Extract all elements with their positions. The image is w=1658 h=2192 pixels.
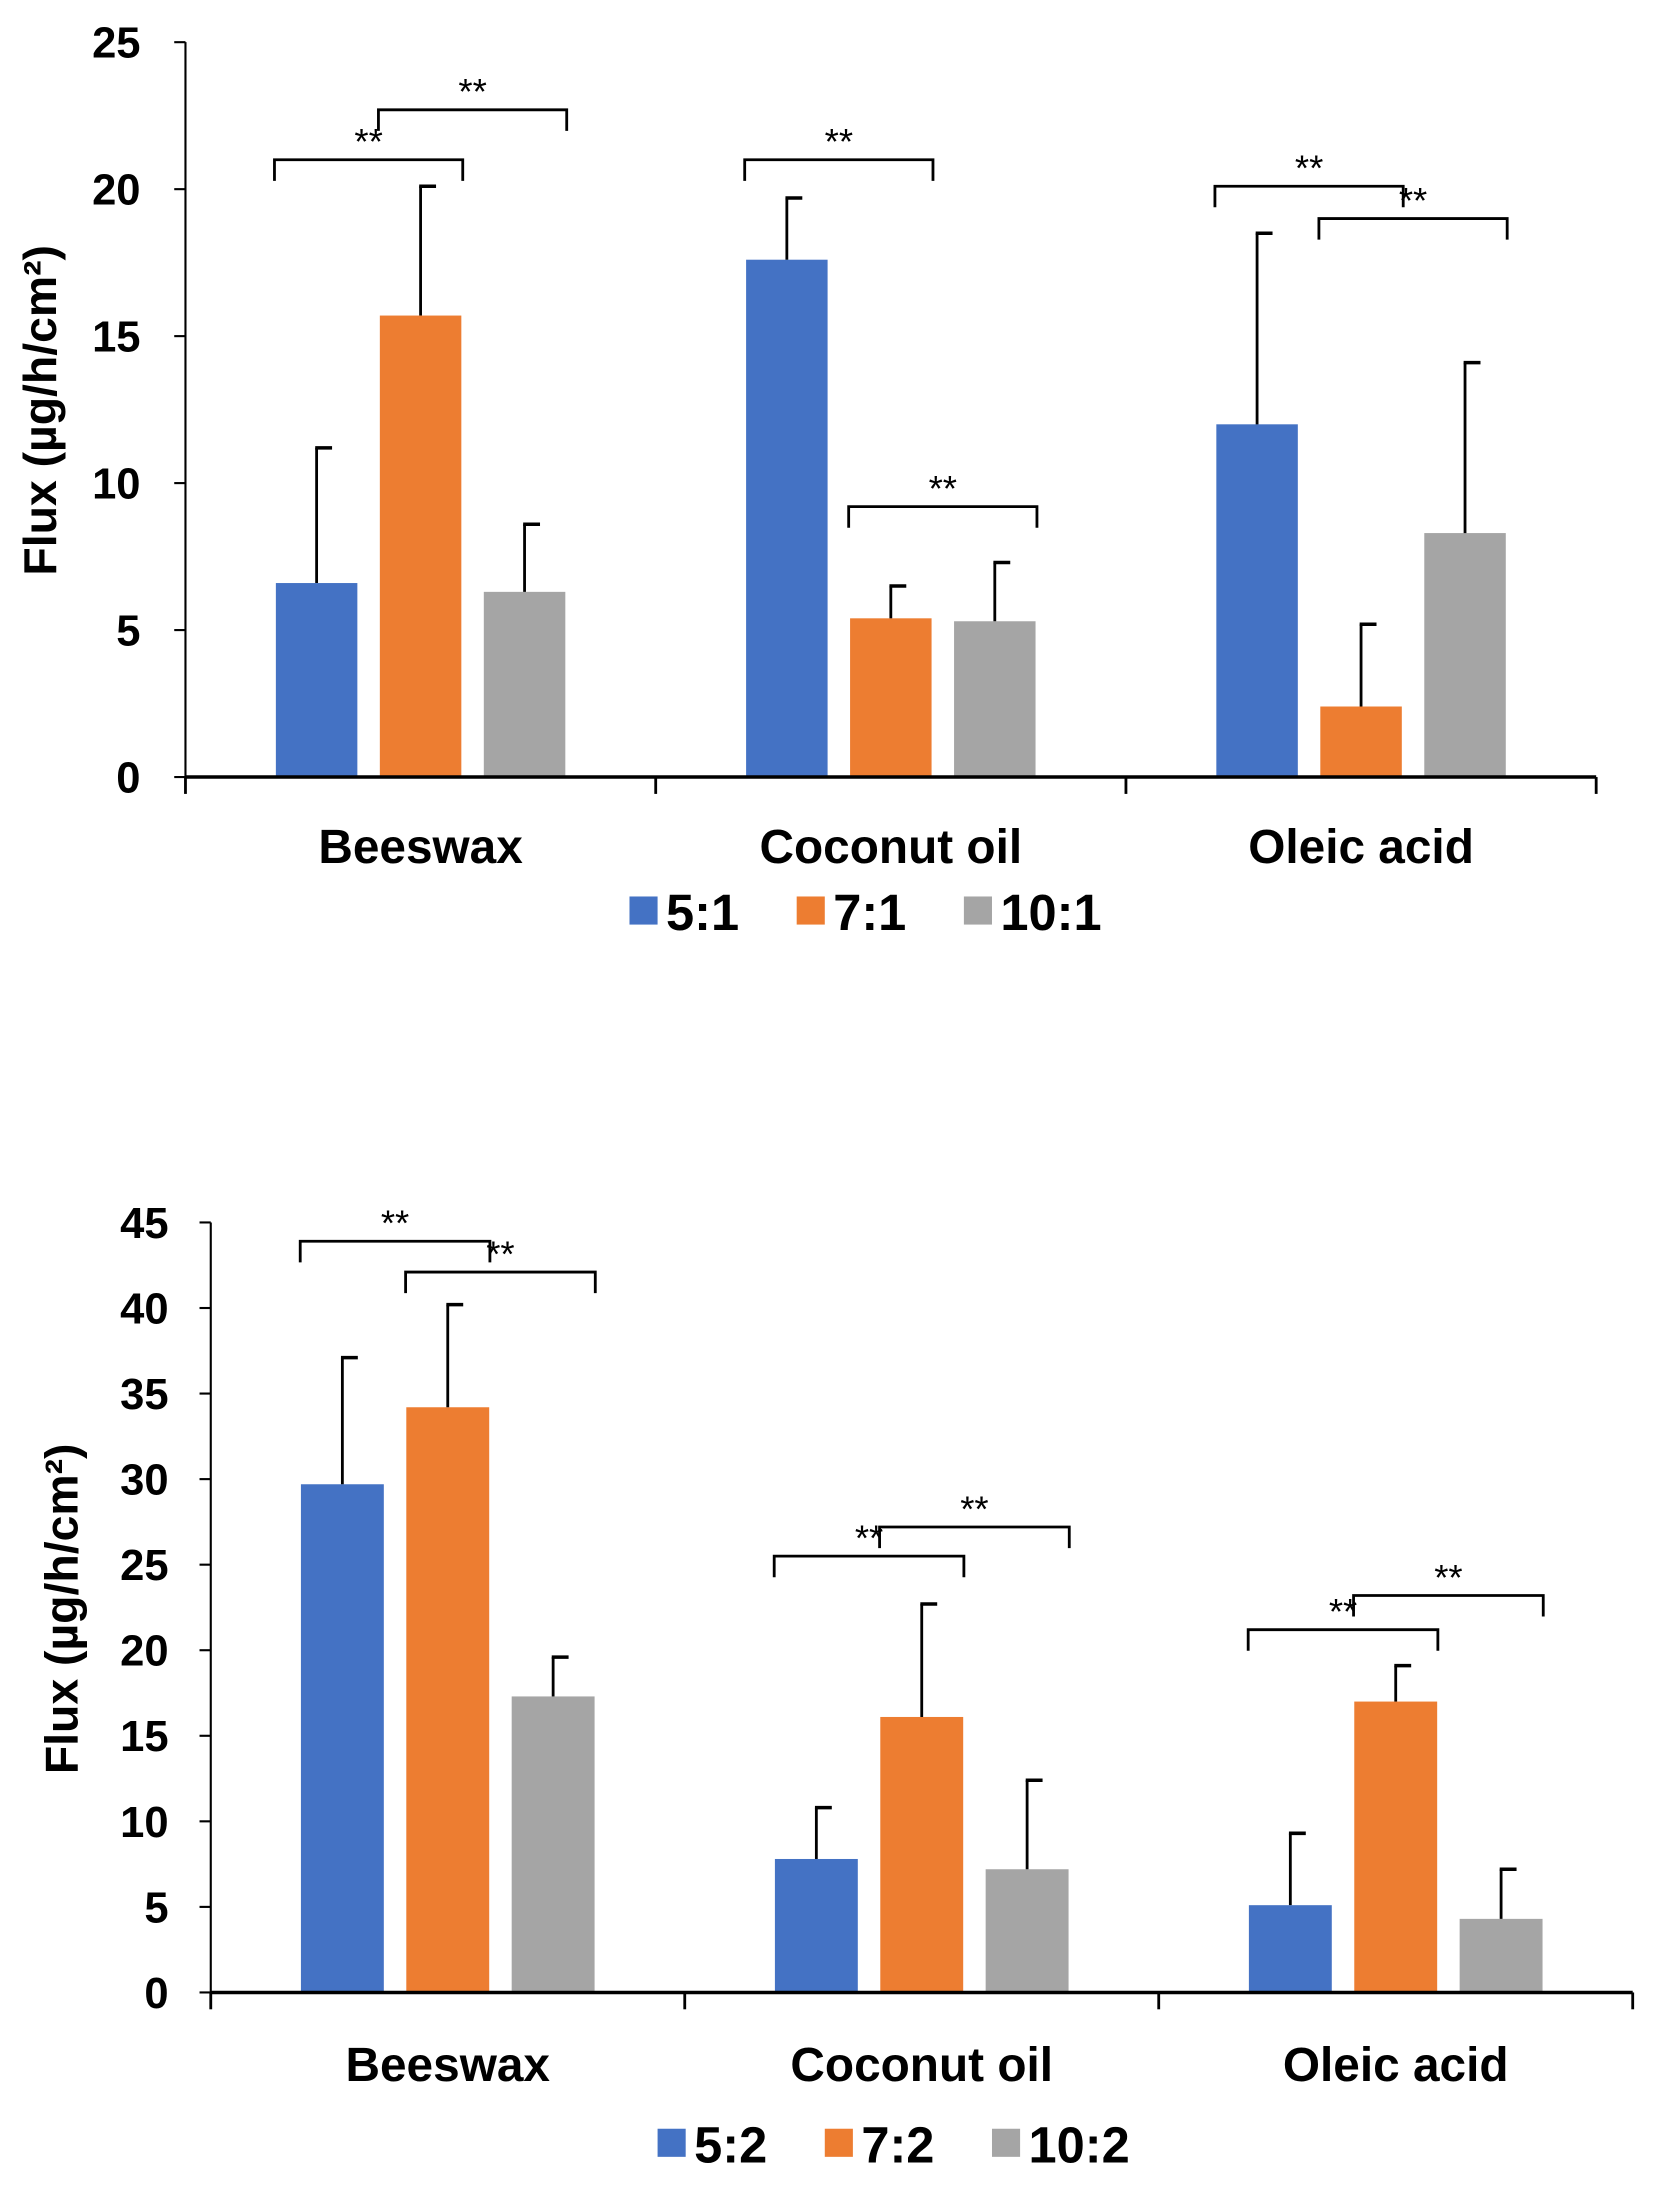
bar-5:1-coconut-oil — [746, 259, 828, 778]
y-axis-label: Flux (µg/h/cm²) — [35, 1444, 87, 1775]
significance-label: ** — [929, 468, 957, 509]
y-tick-label: 10 — [120, 1799, 168, 1847]
significance-bracket — [1246, 1628, 1440, 1651]
y-tick-label: 0 — [116, 755, 140, 803]
bar-7:1-coconut-oil — [850, 618, 932, 778]
chart-bottom: 0 5 10 15 20 25 30 35 40 45 Flux (µg/h/cm²) Beeswax… — [35, 1200, 1635, 2173]
x-category-label: Beeswax — [346, 2039, 551, 2092]
significance-bracket — [878, 1525, 1071, 1549]
y-tick-label: 20 — [92, 167, 140, 215]
y-tick-label: 25 — [120, 1542, 168, 1590]
bar-7:2-oleic-acid — [1354, 1701, 1438, 1993]
bar-7:2-coconut-oil — [880, 1716, 964, 1993]
y-tick-label: 30 — [120, 1457, 168, 1505]
bar-5:2-beeswax — [300, 1484, 384, 1993]
y-tick-label: 45 — [120, 1200, 168, 1248]
y-tick-label: 0 — [144, 1970, 168, 2018]
legend-label: 5:1 — [666, 884, 739, 941]
y-tick-label: 40 — [120, 1285, 168, 1333]
y-tick-label: 10 — [92, 461, 140, 509]
bar-5:1-oleic-acid — [1216, 424, 1298, 778]
bar-10:2-oleic-acid — [1459, 1918, 1543, 1993]
significance-bracket — [1213, 184, 1405, 208]
significance-bracket — [847, 505, 1039, 528]
significance-label: ** — [1399, 180, 1427, 221]
significance-label: ** — [381, 1203, 409, 1244]
significance-label: ** — [458, 71, 486, 112]
legend-label: 7:1 — [833, 884, 906, 941]
legend-label: 5:2 — [694, 2116, 767, 2173]
bar-10:1-oleic-acid — [1424, 533, 1506, 778]
significance-label: ** — [1295, 148, 1323, 189]
y-tick-label: 25 — [92, 20, 140, 68]
significance-label: ** — [486, 1233, 514, 1274]
x-category-label: Oleic acid — [1283, 2039, 1509, 2092]
significance-label: ** — [825, 121, 853, 162]
significance-bracket — [743, 158, 935, 181]
legend-label: 10:2 — [1029, 2116, 1130, 2173]
legend-label: 7:2 — [861, 2116, 934, 2173]
bar-5:2-oleic-acid — [1248, 1905, 1332, 1993]
bar-5:2-coconut-oil — [774, 1858, 858, 1993]
x-category-label: Oleic acid — [1248, 821, 1474, 874]
y-tick-label: 15 — [120, 1713, 168, 1761]
bar-10:1-beeswax — [483, 591, 566, 778]
legend-swatch-5:1 — [629, 896, 658, 925]
y-tick-label: 35 — [120, 1371, 168, 1419]
bar-7:1-beeswax — [379, 315, 462, 778]
bar-7:2-beeswax — [406, 1407, 490, 1993]
y-tick-label: 20 — [120, 1628, 168, 1676]
significance-bracket — [377, 108, 569, 131]
legend-swatch-7:1 — [796, 896, 825, 925]
significance-label: ** — [1434, 1557, 1462, 1598]
y-tick-label: 5 — [116, 608, 140, 656]
legend-swatch-10:2 — [991, 2128, 1021, 2157]
bar-10:2-coconut-oil — [985, 1869, 1069, 1993]
y-tick-label: 15 — [92, 314, 140, 362]
significance-bracket — [1352, 1594, 1545, 1617]
legend-swatch-7:2 — [824, 2128, 853, 2157]
significance-bracket — [772, 1554, 966, 1578]
x-category-label: Beeswax — [318, 821, 523, 874]
bar-10:1-coconut-oil — [954, 621, 1036, 778]
x-category-label: Coconut oil — [759, 821, 1022, 874]
x-category-label: Coconut oil — [790, 2039, 1053, 2092]
bar-7:1-oleic-acid — [1320, 706, 1402, 778]
significance-bracket — [298, 1239, 492, 1263]
bar-5:1-beeswax — [275, 583, 358, 778]
y-axis-label: Flux (µg/h/cm²) — [14, 245, 66, 576]
significance-bracket — [1317, 217, 1509, 240]
y-tick-label: 5 — [144, 1884, 168, 1932]
chart-top: 0 5 10 15 20 25 Flux (µg/h/cm²) Beeswax Coconut … — [14, 20, 1598, 941]
legend-label: 10:1 — [1000, 884, 1101, 941]
legend-swatch-5:2 — [657, 2128, 686, 2157]
significance-bracket — [273, 158, 465, 181]
bar-10:2-beeswax — [511, 1696, 595, 1993]
legend-swatch-10:1 — [963, 896, 992, 925]
significance-bracket — [404, 1270, 597, 1294]
significance-label: ** — [960, 1488, 988, 1529]
